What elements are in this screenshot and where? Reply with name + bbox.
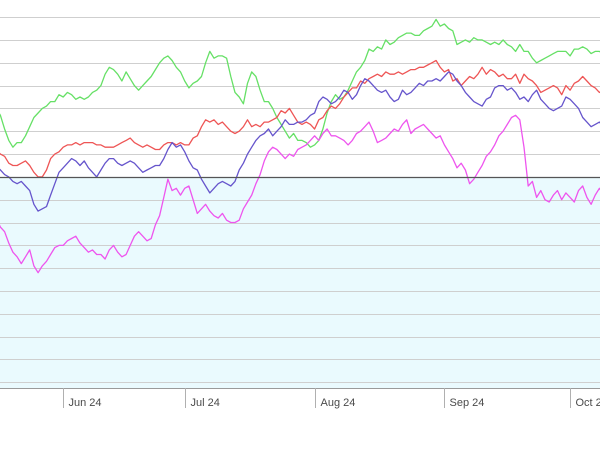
plot-background bbox=[0, 176, 600, 388]
gridlines bbox=[0, 17, 600, 383]
x-tick-label: Aug 24 bbox=[321, 397, 356, 409]
x-tick-label: Jun 24 bbox=[69, 397, 102, 409]
series-line-2 bbox=[0, 59, 600, 178]
x-tick-label: Jul 24 bbox=[191, 397, 220, 409]
x-tick-label: Oct 24 bbox=[576, 397, 600, 409]
series-line-4 bbox=[0, 114, 600, 274]
below-baseline-fill bbox=[0, 176, 600, 388]
x-axis: Jun 24 Jul 24 Aug 24 Sep 24 Oct 24 bbox=[0, 176, 600, 409]
x-tick-label: Sep 24 bbox=[450, 397, 485, 409]
series-line-1 bbox=[0, 18, 600, 148]
